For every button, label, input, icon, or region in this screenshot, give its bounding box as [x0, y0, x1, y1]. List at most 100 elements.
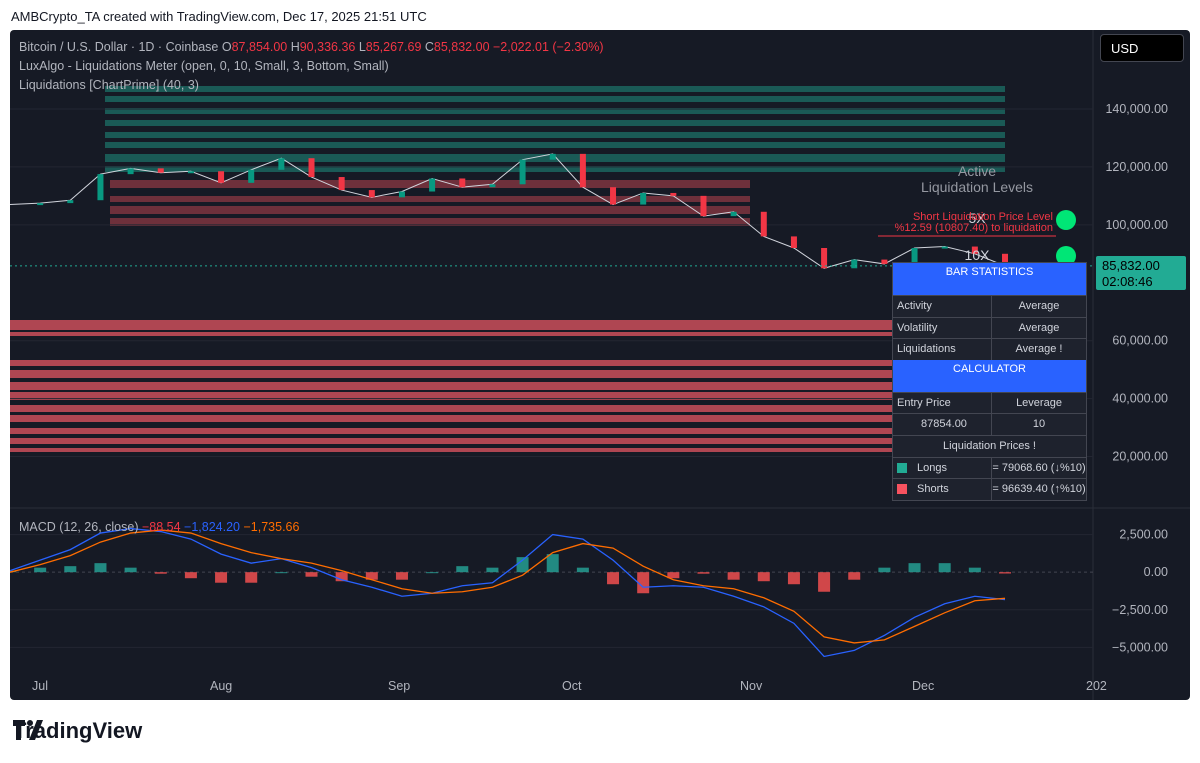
chart-credit: AMBCrypto_TA created with TradingView.co…: [11, 9, 427, 24]
macd-histogram-bar: [637, 572, 650, 594]
active-label-1: Active: [958, 163, 996, 179]
macd-histogram-bar: [154, 572, 167, 574]
short-liquidation-band: [10, 428, 892, 434]
leverage-10x-label: 10X: [965, 247, 991, 263]
shorts-swatch: [897, 484, 907, 495]
long-liquidation-band: [105, 86, 1005, 92]
indicator-luxalgo[interactable]: LuxAlgo - Liquidations Meter (open, 0, 1…: [19, 59, 389, 73]
symbol-legend: Bitcoin / U.S. Dollar · 1D · Coinbase O8…: [19, 40, 604, 54]
x-tick-label: Sep: [388, 679, 410, 693]
x-tick-label: Oct: [562, 679, 582, 693]
macd-histogram-bar: [215, 572, 228, 583]
macd-line: [10, 527, 1006, 658]
macd-histogram-bar: [245, 572, 258, 583]
price-tick-label: 20,000.00: [1112, 450, 1168, 464]
liq-prices-heading: Liquidation Prices !: [893, 434, 1086, 457]
leverage-5x-label: 5X: [968, 210, 986, 226]
low-value: 85,267.69: [365, 40, 422, 54]
short-liquidation-band: [10, 370, 892, 378]
price-tick-label: 40,000.00: [1112, 392, 1168, 406]
price-tick-label: 100,000.00: [1105, 218, 1168, 232]
macd-histogram-bar: [516, 557, 529, 573]
macd-histogram-bar: [395, 572, 408, 580]
bull-candle: [67, 200, 74, 204]
symbol-name: Bitcoin / U.S. Dollar · 1D · Coinbase: [19, 40, 219, 54]
longs-row: Longs = 79068.60 (↓%10): [893, 456, 1086, 479]
macd-histogram-bar: [908, 563, 921, 573]
macd-tick-label: −2,500.00: [1112, 603, 1168, 617]
bear-candle: [1002, 253, 1008, 266]
bull-candle: [489, 184, 496, 188]
macd-histogram-bar: [124, 567, 137, 573]
macd-histogram-bar: [456, 566, 469, 573]
chart-area[interactable]: 20,000.00 40,000.00 60,000.00 100,000.00 120…: [10, 30, 1190, 700]
activity-row: Activity Average: [893, 295, 1086, 317]
x-tick-label: Nov: [740, 679, 763, 693]
macd-histogram-bar: [968, 567, 981, 573]
stats-panel: BAR STATISTICS Activity Average Volatilit…: [892, 262, 1087, 501]
high-value: 90,336.36: [299, 40, 356, 54]
bear-candle: [760, 211, 767, 237]
price-line: [10, 153, 1006, 269]
short-liquidation-band: [10, 438, 892, 444]
bull-candle: [97, 174, 104, 201]
bear-candle: [218, 171, 225, 183]
macd-histogram-bar: [365, 572, 378, 580]
long-liquidation-band: [105, 132, 1005, 138]
macd-histogram-bar: [546, 554, 559, 573]
price-tick-label: 60,000.00: [1112, 334, 1168, 348]
bull-candle: [187, 171, 194, 174]
shorts-row: Shorts = 96639.40 (↑%10): [893, 478, 1086, 500]
bull-candle: [519, 159, 526, 185]
macd-histogram-bar: [878, 567, 891, 573]
bull-candle: [278, 158, 285, 170]
last-price: 85,832.00: [1102, 258, 1160, 273]
tradingview-logo: TradingView: [13, 718, 142, 744]
bear-candle: [368, 190, 375, 198]
longs-swatch: [897, 462, 907, 473]
macd-histogram-bar: [275, 572, 288, 574]
calculator-header: CALCULATOR: [893, 359, 1086, 392]
macd-histogram-bar: [999, 572, 1011, 574]
liquidation-level-band: [110, 196, 750, 202]
macd-histogram-bar: [818, 572, 831, 592]
bear-candle: [821, 248, 828, 269]
macd-tick-label: 0.00: [1144, 565, 1168, 579]
x-tick-label: Aug: [210, 679, 232, 693]
macd-histogram-bar: [848, 572, 861, 580]
macd-tick-label: 2,500.00: [1119, 528, 1168, 542]
bear-candle: [579, 153, 586, 188]
short-liquidation-band: [10, 392, 892, 400]
bull-candle: [398, 191, 405, 198]
bull-candle: [37, 203, 44, 206]
macd-histogram-bar: [64, 566, 77, 573]
short-liquidation-band: [10, 448, 892, 452]
bear-candle: [670, 192, 677, 196]
short-liquidation-band: [10, 320, 892, 330]
bear-candle: [308, 158, 315, 178]
bar-statistics-header: BAR STATISTICS: [893, 263, 1086, 295]
price-tick-label: 140,000.00: [1105, 102, 1168, 116]
liquidations-row: Liquidations Average !: [893, 338, 1086, 360]
bear-candle: [700, 195, 707, 217]
bull-candle: [851, 259, 858, 269]
volatility-row: Volatility Average: [893, 316, 1086, 339]
bull-candle: [127, 168, 134, 175]
macd-tick-label: −5,000.00: [1112, 640, 1168, 654]
macd-histogram-bar: [938, 563, 951, 573]
close-value: 85,832.00: [433, 40, 490, 54]
bear-candle: [157, 168, 164, 173]
long-liquidation-band: [105, 108, 1005, 114]
short-liq-label-1: Short Liquidation Price Level: [913, 211, 1053, 223]
last-price-tag: 85,832.00 02:08:46: [1096, 256, 1186, 290]
macd-histogram-bar: [426, 572, 439, 574]
calc-labels-row: Entry Price Leverage: [893, 391, 1086, 414]
indicator-chartprime[interactable]: Liquidations [ChartPrime] (40, 3): [19, 78, 199, 92]
macd-legend[interactable]: MACD (12, 26, close) −88.54 −1,824.20 −1…: [19, 520, 300, 534]
bull-candle: [429, 178, 436, 192]
long-liquidation-band: [105, 96, 1005, 102]
bull-candle: [911, 248, 918, 264]
short-liquidation-band: [10, 360, 892, 366]
bear-candle: [338, 177, 345, 191]
currency-button[interactable]: USD: [1100, 34, 1184, 62]
